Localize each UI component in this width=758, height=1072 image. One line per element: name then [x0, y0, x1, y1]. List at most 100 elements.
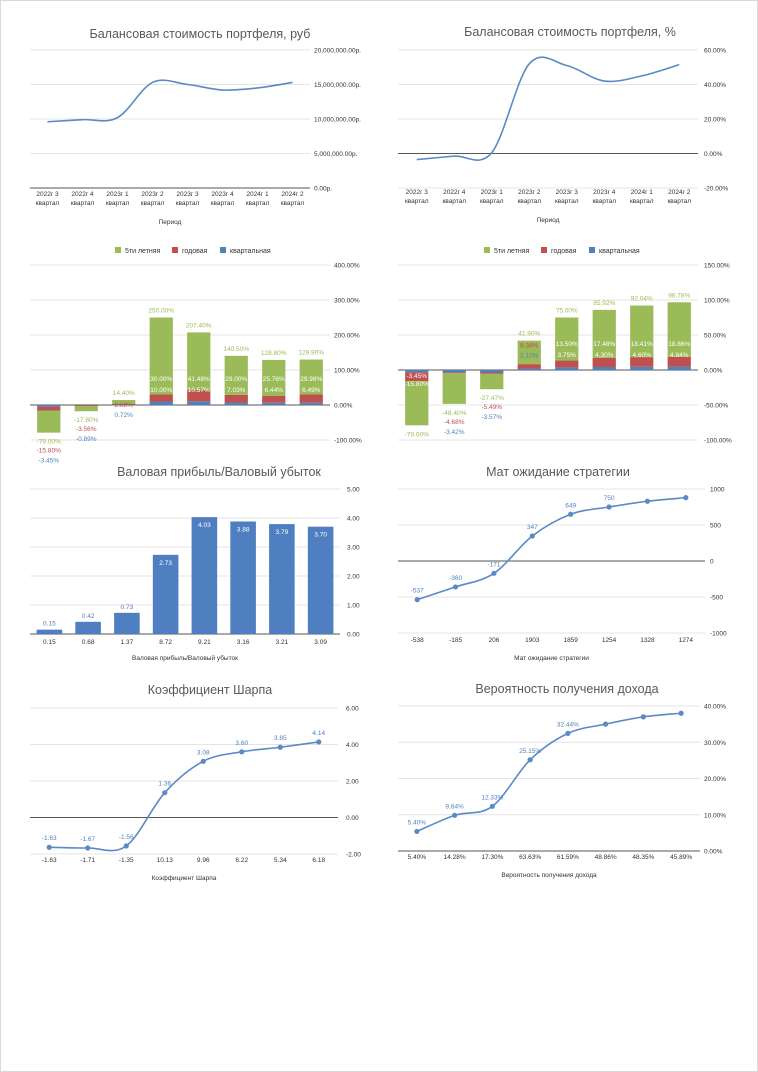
x-axis-title: Коэффициент Шарпа	[152, 875, 217, 882]
bar-5year	[630, 305, 654, 358]
label-5year: 96.78%	[668, 292, 690, 299]
x-tick-label: -185	[449, 637, 462, 644]
x-tick-label: 48.35%	[632, 854, 654, 861]
bar-quarterly	[299, 402, 323, 405]
label-yearly: 13.50%	[556, 341, 578, 348]
x-tick-label: 2023г 4 квартал	[592, 189, 616, 205]
x-tick-label: 2022г 4 квартал	[71, 191, 95, 207]
bar-value-label: 3.88	[237, 526, 250, 533]
x-tick-label: 2022г 4 квартал	[442, 189, 466, 205]
y-tick-label: 500	[710, 523, 721, 530]
x-axis-title: Вероятность получения дохода	[501, 872, 597, 879]
data-point	[606, 504, 612, 510]
chart-returns-right: -100.00% -50.00% 0.00% 50.00% 100.00% 150.00%…	[398, 247, 732, 445]
data-point	[200, 758, 206, 764]
x-tick-label: 5.34	[274, 857, 287, 864]
label-yearly: 41.48%	[188, 376, 210, 383]
bar	[152, 554, 179, 634]
bar-5year	[517, 340, 541, 365]
data-point	[452, 584, 459, 590]
chart-balance-pct: -20.00% 0.00% 20.00% 40.00% 60.00% Балансовая…	[398, 25, 728, 224]
label-5year: -17.80%	[74, 417, 98, 424]
bar-yearly	[592, 357, 616, 367]
bar-value-label: 3.79	[276, 529, 289, 536]
data-label: 3.60	[235, 740, 248, 747]
series-line	[416, 496, 686, 601]
label-yearly: 8.38%	[520, 343, 539, 350]
chart-balance-rub: 0.00р. 5,000,000.00р. 10,000,000.00р. 15,00…	[30, 27, 361, 226]
label-5year: 41.90%	[518, 331, 540, 338]
label-yearly: 2.88%	[115, 402, 134, 409]
label-5year: -79.00%	[37, 439, 61, 446]
data-point	[640, 714, 646, 720]
chart-title: Балансовая стоимость портфеля, руб	[90, 27, 311, 41]
data-label: -1.63	[42, 835, 57, 842]
data-label: 12.33%	[481, 794, 503, 801]
y-tick-label: 30.00%	[704, 740, 726, 747]
label-yearly: -5.49%	[481, 404, 502, 411]
bar-yearly	[37, 406, 61, 411]
bar-yearly	[149, 394, 173, 402]
y-tick-label: 0.00%	[704, 151, 723, 158]
data-label: 750	[604, 495, 615, 502]
label-5year: 14.40%	[113, 390, 135, 397]
label-yearly: 18.41%	[631, 341, 653, 348]
bar-value-label: 3.70	[314, 532, 327, 539]
x-tick-label: 63.63%	[519, 854, 541, 861]
bar-yearly	[224, 394, 248, 403]
bar-quarterly	[224, 402, 248, 405]
bar-5year	[224, 355, 248, 395]
x-tick-label: 6.18	[312, 857, 325, 864]
legend-swatch	[589, 247, 595, 253]
bar-5year	[74, 406, 98, 412]
bar-quarterly	[262, 402, 286, 405]
x-tick-label: 5.40%	[408, 854, 427, 861]
data-label: -1.56	[119, 834, 134, 841]
legend-label: квартальная	[599, 248, 640, 255]
label-quarterly: 4.84%	[670, 352, 689, 359]
chart-title: Мат ожидание стратегии	[486, 465, 630, 479]
label-quarterly: 7.03%	[227, 387, 246, 394]
data-point	[452, 812, 458, 818]
y-tick-label: 5.00	[347, 487, 360, 494]
data-point	[277, 744, 283, 750]
bar	[230, 521, 256, 634]
y-tick-label: 400.00%	[334, 263, 360, 270]
y-tick-label: -100.00%	[704, 438, 732, 445]
x-tick-label: 45.89%	[670, 854, 692, 861]
label-quarterly: -3.57%	[481, 414, 502, 421]
bar-5year	[149, 317, 173, 395]
x-tick-label: 17.30%	[481, 854, 503, 861]
data-point	[489, 803, 495, 809]
x-tick-label: 6.22	[235, 857, 248, 864]
label-yearly: 18.86%	[668, 341, 690, 348]
bar-yearly	[517, 364, 541, 369]
data-point	[414, 828, 420, 835]
x-tick-label: 2023г 2 квартал	[517, 189, 541, 205]
x-axis-title: Валовая прибыль/Валовый убыток	[132, 654, 238, 662]
data-point	[316, 739, 322, 745]
legend-label: 5ти летняя	[494, 248, 530, 255]
x-tick-label: 1254	[602, 637, 617, 644]
y-tick-label: 150.00%	[704, 263, 730, 270]
chart-gross-profit: 0.00 1.00 2.00 3.00 4.00 5.00 Валовая прибыль/…	[30, 465, 360, 662]
y-tick-label: -20.00%	[704, 186, 728, 193]
data-label: -360	[449, 575, 462, 582]
legend-swatch	[484, 247, 490, 253]
label-yearly: 29.00%	[225, 376, 247, 383]
label-quarterly: -0.89%	[76, 436, 97, 443]
x-tick-label: -538	[411, 637, 424, 644]
y-tick-label: -2.00	[346, 852, 361, 859]
x-tick-label: 1.37	[121, 639, 134, 646]
label-quarterly: -3.45%	[38, 458, 59, 465]
chart-title: Балансовая стоимость портфеля, %	[464, 25, 676, 39]
label-5year: 85.92%	[593, 300, 615, 307]
chart-title: Коэффициент Шарпа	[148, 683, 272, 697]
y-tick-label: 6.00	[346, 706, 359, 713]
x-tick-label: -1.71	[80, 857, 95, 864]
label-5year: -48.40%	[442, 410, 466, 417]
label-5year: 129.90%	[298, 350, 324, 357]
chart-title: Вероятность получения дохода	[475, 682, 658, 696]
bar-quarterly	[480, 370, 504, 373]
